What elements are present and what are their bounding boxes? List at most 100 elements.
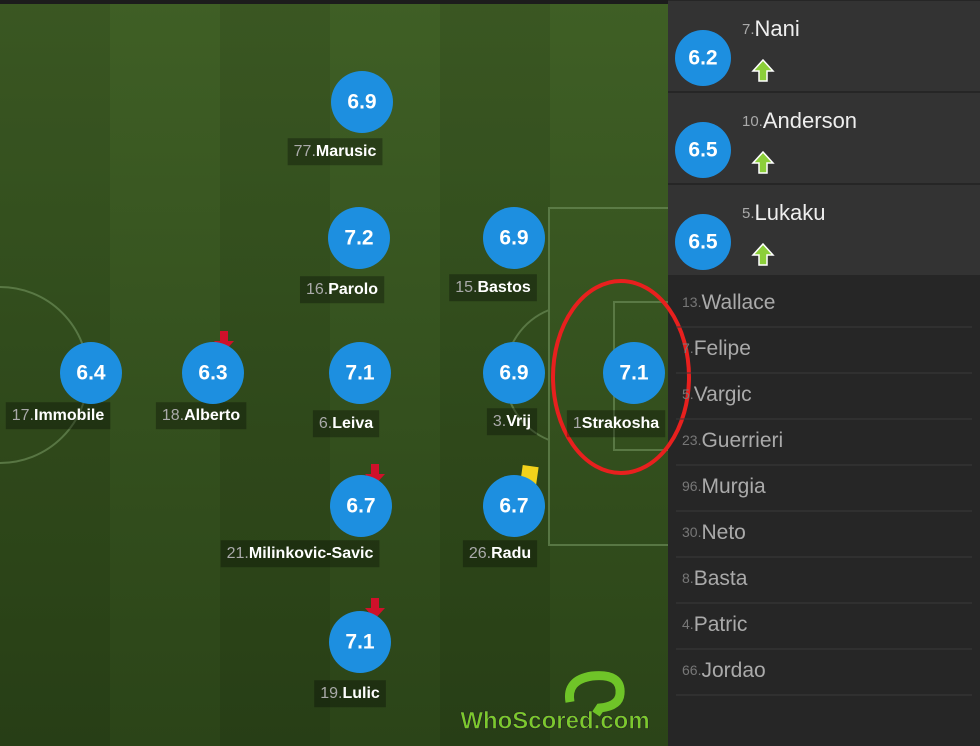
player-name: Murgia (701, 475, 766, 498)
rating-badge (483, 475, 545, 537)
sub-on-arrow (751, 242, 775, 266)
top-border (0, 0, 668, 4)
player-name: Felipe (694, 337, 751, 360)
rating: 6.2 (688, 47, 717, 70)
player-name: Guerrieri (701, 429, 783, 452)
player-name: Milinkovic-Savic (249, 545, 374, 562)
sub-off-arrow (365, 464, 385, 485)
player-number: 5. (742, 205, 755, 222)
player-label: 18.Alberto (162, 407, 240, 424)
player-number: 96. (682, 478, 701, 494)
player-number: 17. (12, 407, 34, 424)
bench-label: 30.Neto (682, 521, 746, 544)
player-name: Parolo (328, 281, 378, 298)
substitute-label: 5.Lukaku (742, 200, 825, 225)
player-number: 19. (320, 685, 342, 702)
player-name: Wallace (701, 291, 775, 314)
label-background (220, 540, 380, 568)
player-number: 5. (682, 386, 694, 402)
label-background (486, 408, 538, 436)
sub-off-arrow (214, 331, 234, 352)
rating-badge (329, 611, 391, 673)
player-label: 26.Radu (469, 545, 531, 562)
player-label: 1Strakosha (573, 415, 659, 432)
rating-badge (483, 207, 545, 269)
player-name: Bastos (477, 279, 530, 296)
rating-badge (182, 342, 244, 404)
player-name: Leiva (332, 415, 373, 432)
rating-badge (330, 475, 392, 537)
label-background (312, 410, 380, 438)
player-number: 13. (682, 294, 701, 310)
bench-label: 4.Patric (682, 613, 747, 636)
player-label: 3.Vrij (493, 413, 531, 430)
player-name: Lulic (342, 685, 379, 702)
player-label: 19.Lulic (320, 685, 380, 702)
player-number: 26. (469, 545, 491, 562)
rating: 6.5 (688, 139, 718, 162)
player-name: Anderson (763, 108, 857, 133)
rating: 7.1 (345, 362, 375, 385)
rating: 7.1 (619, 362, 649, 385)
bench-label: 7.Felipe (682, 337, 751, 360)
label-background (566, 410, 666, 438)
player-number: 23. (682, 432, 701, 448)
bench-label: 13.Wallace (682, 291, 775, 314)
player-name: Strakosha (582, 415, 659, 432)
player-number: 6. (319, 415, 332, 432)
label-background (449, 274, 537, 302)
player-name: Basta (694, 567, 748, 590)
sub-on-arrow (751, 150, 775, 174)
rating-badge (675, 122, 731, 178)
player-label: 21.Milinkovic-Savic (227, 545, 374, 562)
player-label: 6.Leiva (319, 415, 373, 432)
label-background (287, 138, 383, 166)
player-name: Lukaku (755, 200, 826, 225)
label-background (314, 680, 386, 708)
highlight-circle (551, 279, 691, 475)
rating: 6.3 (198, 362, 227, 385)
rating-badge (331, 71, 393, 133)
rating: 6.9 (499, 227, 528, 250)
player-label: 16.Parolo (306, 281, 378, 298)
rating: 6.9 (499, 362, 528, 385)
player-name: Immobile (34, 407, 104, 424)
rating-badge (60, 342, 122, 404)
rating: 6.7 (499, 495, 528, 518)
bench-label: 5.Vargic (682, 383, 752, 406)
player-number: 77. (294, 143, 316, 160)
player-number: 7. (742, 21, 755, 38)
player-name: Neto (701, 521, 745, 544)
label-background (155, 402, 247, 430)
player-name: Nani (755, 16, 800, 41)
rating: 7.1 (345, 631, 375, 654)
rating-badge (328, 207, 390, 269)
player-number: 3. (493, 413, 506, 430)
bench-label: 96.Murgia (682, 475, 766, 498)
rating: 6.5 (688, 231, 718, 254)
label-background (462, 540, 538, 568)
substitute-label: 10.Anderson (742, 108, 857, 133)
rating-badge (483, 342, 545, 404)
player-name: Vargic (694, 383, 752, 406)
player-number: 30. (682, 524, 701, 540)
player-number: 21. (227, 545, 249, 562)
player-label: 17.Immobile (12, 407, 105, 424)
player-label: 77.Marusic (294, 143, 377, 160)
player-number: 7. (682, 340, 694, 356)
player-number: 8. (682, 570, 694, 586)
label-background (299, 276, 385, 304)
label-background (5, 402, 111, 430)
player-number: 1 (573, 415, 582, 432)
player-name: Radu (491, 545, 531, 562)
sub-off-arrow (365, 598, 385, 619)
player-number: 16. (306, 281, 328, 298)
player-number: 66. (682, 662, 701, 678)
watermark-logo: WhoScored.com (460, 671, 650, 735)
substitute-label: 7.Nani (742, 16, 800, 41)
rating: 6.9 (347, 91, 376, 114)
rating-badge (329, 342, 391, 404)
player-name: Patric (694, 613, 748, 636)
